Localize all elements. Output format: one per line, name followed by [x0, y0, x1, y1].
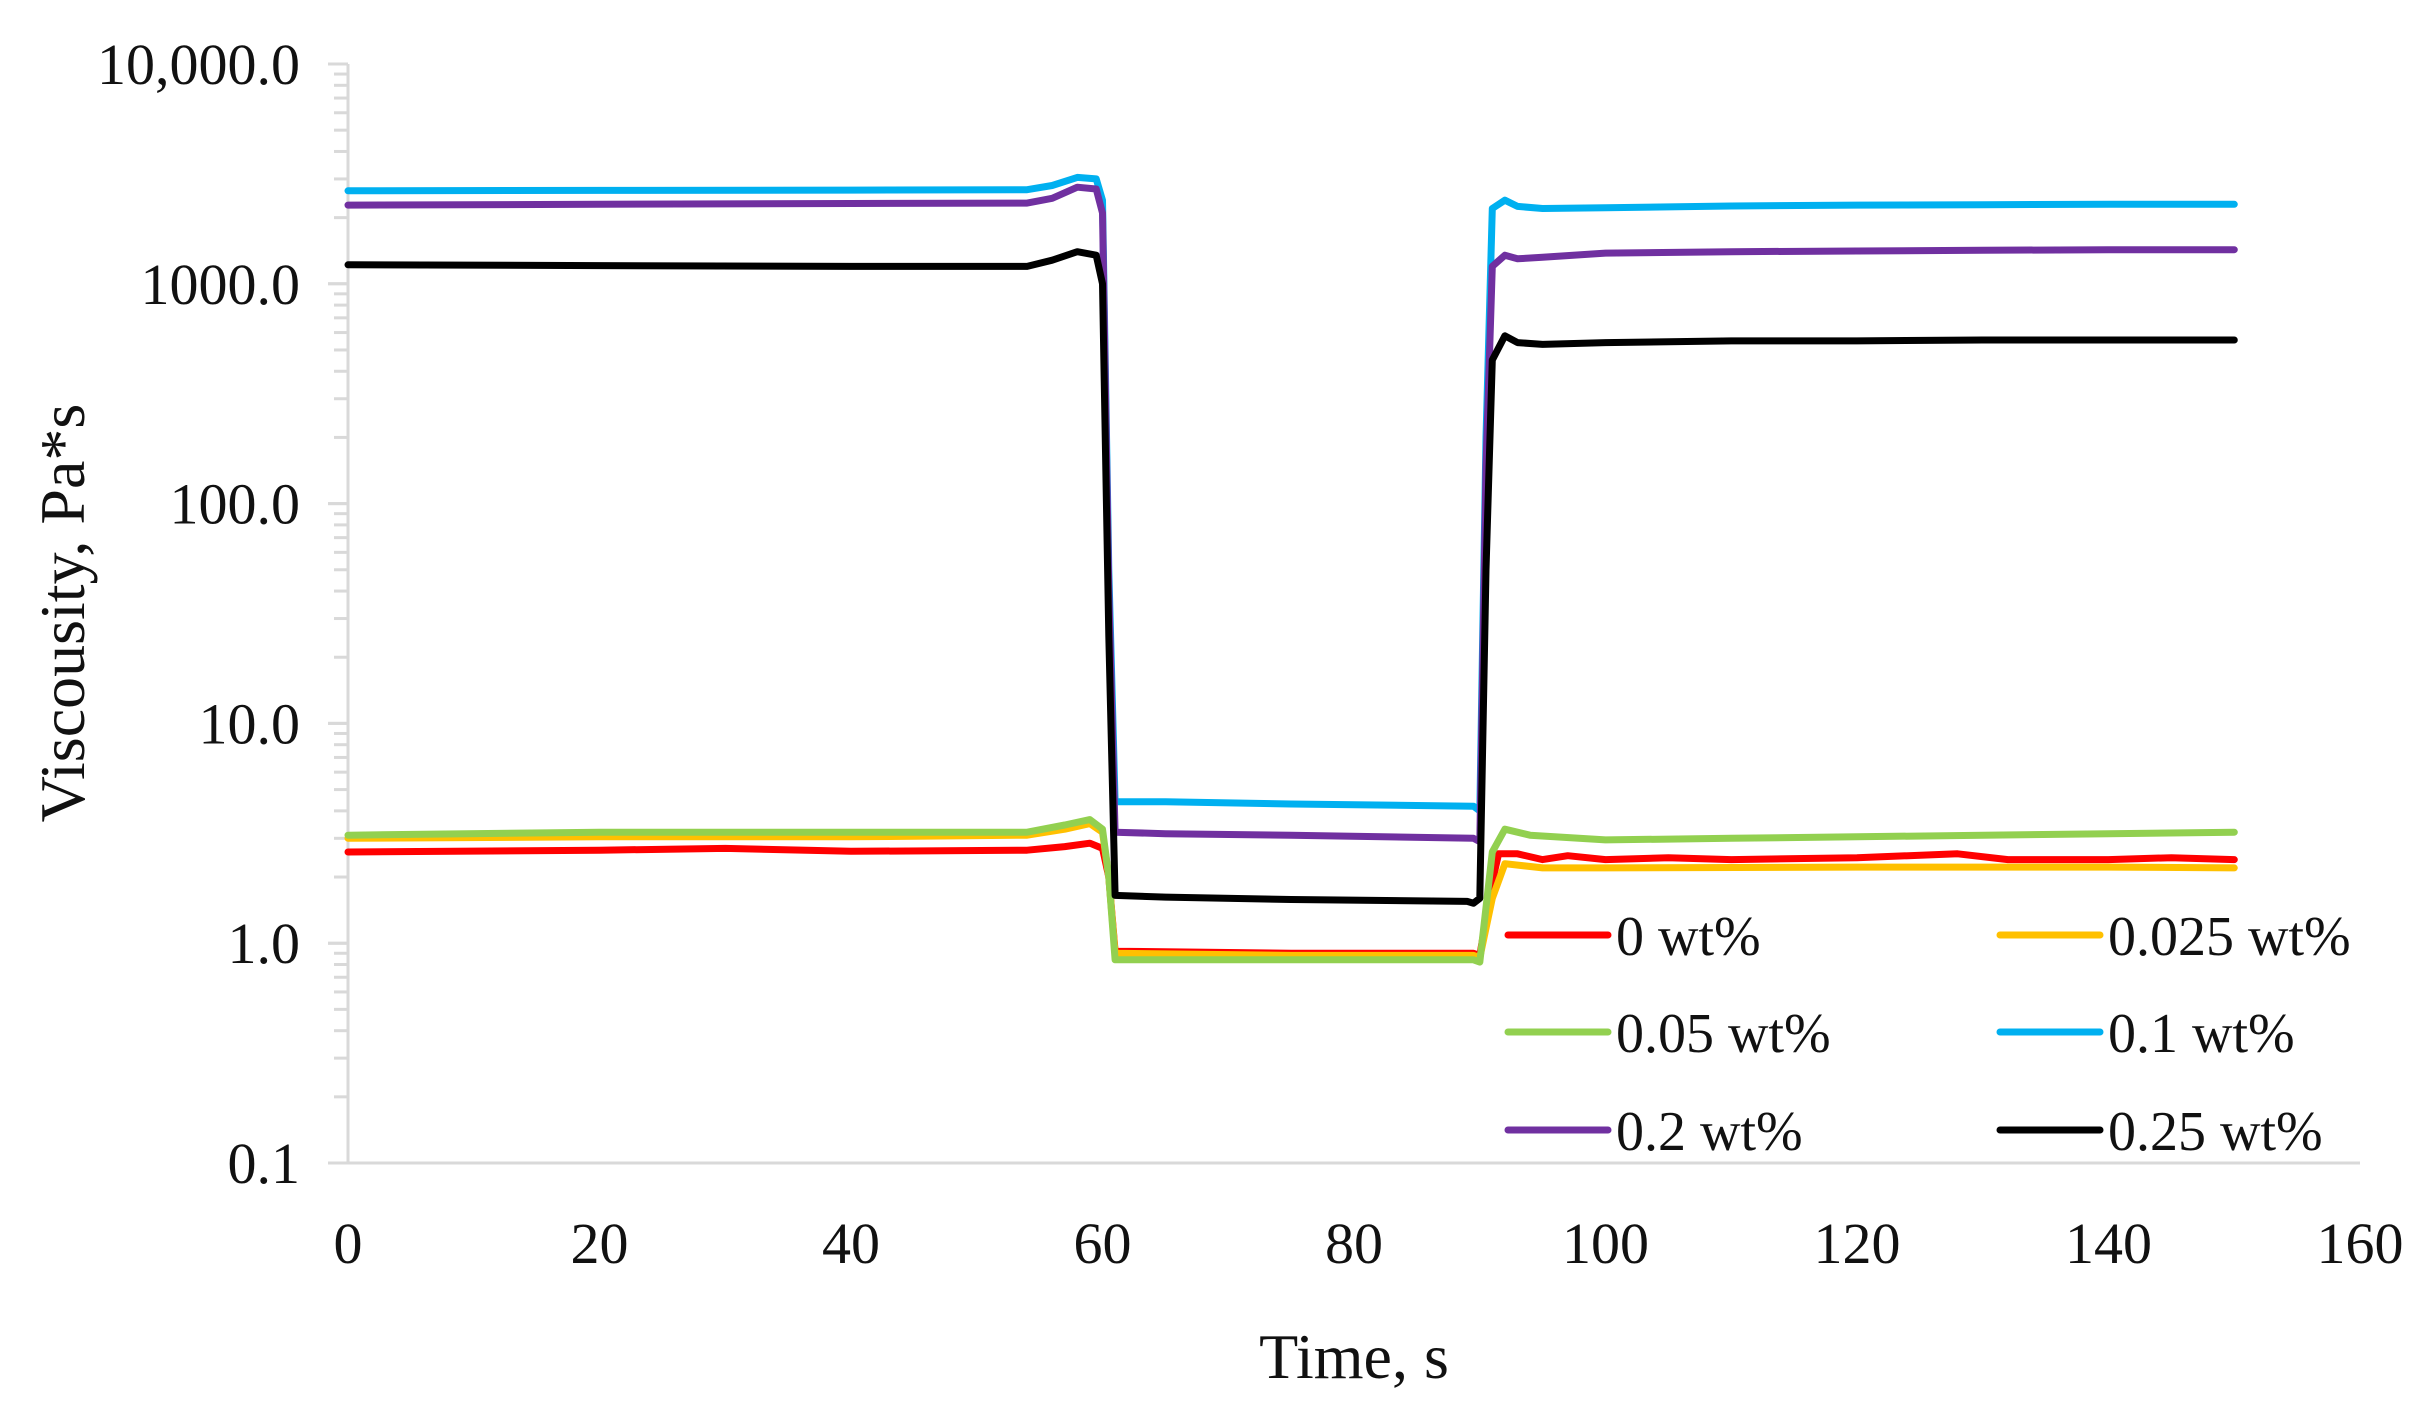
legend: 0 wt% 0.025 wt% 0.05 wt% 0.1 wt% 0.2 wt% 0.25…	[1504, 906, 2351, 1163]
legend-label: 0.25 wt%	[2108, 1101, 2323, 1163]
y-tick-label: 10.0	[199, 691, 301, 756]
series-line	[344, 183, 2238, 846]
series-line	[344, 173, 2238, 815]
legend-label: 0.2 wt%	[1616, 1101, 1803, 1163]
x-tick-labels: 0 20 40 60 80 100 120 140 160	[334, 1211, 2404, 1276]
x-tick-label: 40	[822, 1211, 880, 1276]
x-tick-label: 80	[1325, 1211, 1383, 1276]
axes	[346, 64, 2360, 1165]
y-tick-label: 100.0	[170, 472, 301, 537]
series-lines	[344, 173, 2238, 966]
x-tick-label: 60	[1074, 1211, 1132, 1276]
legend-label: 0.025 wt%	[2108, 906, 2351, 968]
legend-label: 0.05 wt%	[1616, 1003, 1831, 1065]
y-tick-labels: 0.1 1.0 10.0 100.0 1000.0 10,000.0	[97, 32, 300, 1196]
series-line	[344, 820, 2238, 962]
y-minor-ticks	[328, 62, 348, 1165]
x-axis-title: Time, s	[1259, 1321, 1449, 1392]
x-tick-label: 120	[1814, 1211, 1901, 1276]
x-tick-label: 100	[1562, 1211, 1649, 1276]
legend-label: 0.1 wt%	[2108, 1003, 2295, 1065]
series-line	[344, 816, 2238, 966]
y-tick-label: 1.0	[228, 911, 301, 976]
y-tick-label: 10,000.0	[97, 32, 300, 97]
y-tick-label: 0.1	[228, 1131, 301, 1196]
series-line	[344, 248, 2238, 907]
y-axis-title: Viscousity, Pa*s	[27, 404, 98, 823]
x-tick-label: 140	[2065, 1211, 2152, 1276]
x-tick-label: 20	[571, 1211, 629, 1276]
y-tick-label: 1000.0	[141, 252, 301, 317]
x-tick-label: 160	[2317, 1211, 2404, 1276]
x-tick-label: 0	[334, 1211, 363, 1276]
legend-label: 0 wt%	[1616, 906, 1761, 968]
